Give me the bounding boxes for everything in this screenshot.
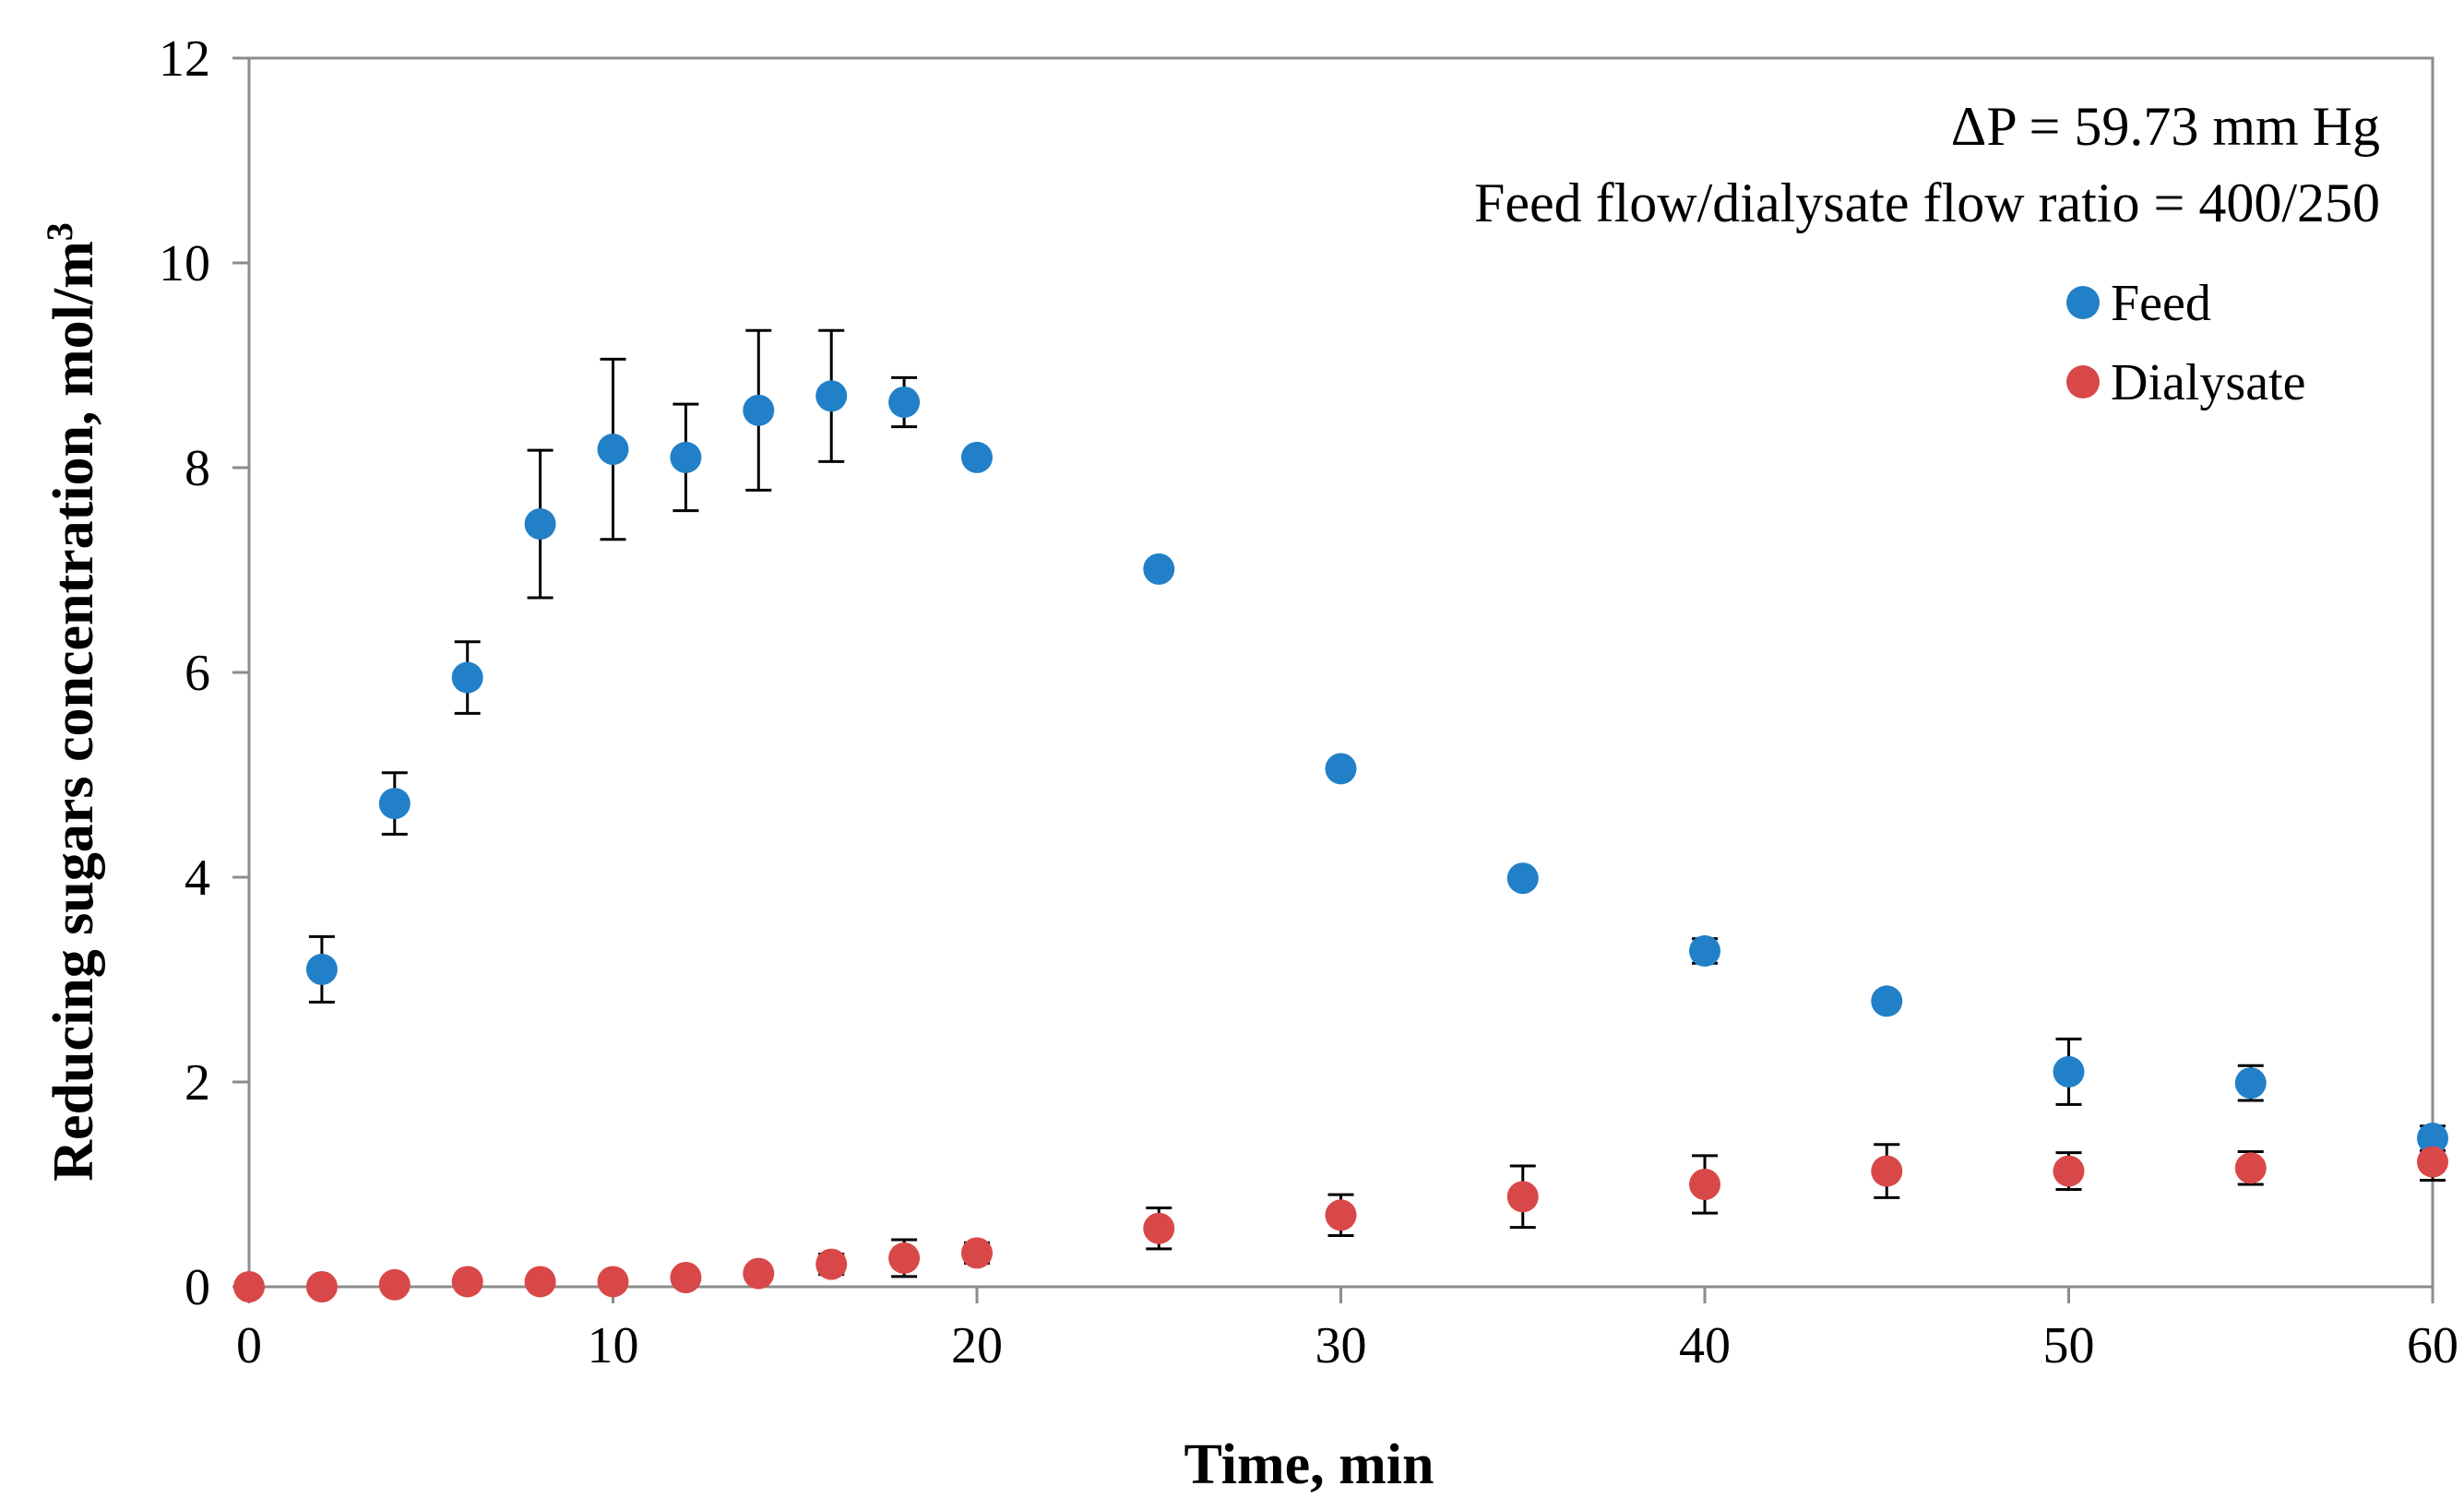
x-tick-label: 20 <box>951 1317 1003 1374</box>
feed-point <box>524 508 556 541</box>
y-tick-label: 6 <box>185 645 210 702</box>
y-axis-title-superscript: 3 <box>39 222 80 241</box>
y-tick-label: 10 <box>159 235 210 292</box>
dialysate-point <box>524 1266 556 1298</box>
dialysate-point <box>961 1237 993 1269</box>
y-tick-label: 12 <box>159 30 210 88</box>
dialysate-point <box>597 1266 629 1298</box>
dialysate-point <box>1143 1212 1175 1244</box>
feed-point <box>2417 1123 2448 1155</box>
feed-point <box>451 661 483 694</box>
feed-point <box>378 788 411 820</box>
legend-marker-dialysate <box>2066 365 2100 398</box>
dialysate-point <box>1871 1155 1903 1187</box>
dialysate-point <box>670 1262 702 1294</box>
x-tick-label: 50 <box>2043 1317 2095 1374</box>
feed-point <box>2053 1055 2085 1088</box>
legend-label-feed: Feed <box>2111 275 2211 332</box>
legend-label-dialysate: Dialysate <box>2111 354 2305 411</box>
x-tick-label: 0 <box>236 1317 262 1374</box>
dialysate-point <box>2234 1152 2267 1184</box>
dialysate-point <box>378 1268 411 1301</box>
y-tick-label: 8 <box>185 440 210 497</box>
feed-point <box>743 394 775 426</box>
feed-point <box>815 380 848 412</box>
dialysate-point <box>815 1248 848 1280</box>
y-axis-title: Reducing sugars concentration, mol/m3 <box>39 222 105 1182</box>
y-tick-label: 4 <box>185 850 210 907</box>
y-axis-title-text: Reducing sugars concentration, mol/m <box>42 241 105 1182</box>
x-axis-title: Time, min <box>1184 1433 1434 1496</box>
dialysate-point <box>1325 1199 1357 1231</box>
feed-point <box>1689 934 1720 967</box>
feed-point <box>961 441 993 473</box>
feed-point <box>1506 862 1539 895</box>
dialysate-point <box>2053 1155 2085 1187</box>
feed-point <box>1325 753 1357 785</box>
dialysate-point <box>743 1257 775 1290</box>
feed-point <box>888 386 921 418</box>
feed-point <box>2234 1067 2267 1100</box>
plot-layer: 0 2 4 6 8 10 12 0 10 20 30 40 50 60 <box>159 30 2458 1374</box>
annotation-flow-ratio: Feed flow/dialysate flow ratio = 400/250 <box>1474 172 2380 233</box>
x-tick-label: 30 <box>1315 1317 1367 1374</box>
y-tick-label: 2 <box>185 1054 210 1112</box>
x-tick-label: 40 <box>1679 1317 1731 1374</box>
dialysate-point <box>1689 1169 1720 1200</box>
dialysate-point <box>233 1271 265 1302</box>
legend-marker-feed <box>2066 286 2100 319</box>
dialysate-point <box>2417 1146 2448 1178</box>
x-tick-label: 10 <box>588 1317 639 1374</box>
dialysate-point <box>451 1266 483 1298</box>
feed-point <box>597 434 629 466</box>
dialysate-point <box>888 1242 921 1274</box>
annotation-pressure: ΔP = 59.73 mm Hg <box>1951 96 2380 157</box>
feed-point <box>1871 985 1903 1017</box>
feed-point <box>1143 553 1175 585</box>
feed-point <box>670 441 702 473</box>
y-tick-label: 0 <box>185 1259 210 1316</box>
dialysate-point <box>1506 1181 1539 1213</box>
feed-point <box>305 953 338 985</box>
legend: Feed Dialysate <box>2066 275 2305 411</box>
x-tick-label: 60 <box>2407 1317 2458 1374</box>
dialysate-point <box>305 1271 338 1302</box>
